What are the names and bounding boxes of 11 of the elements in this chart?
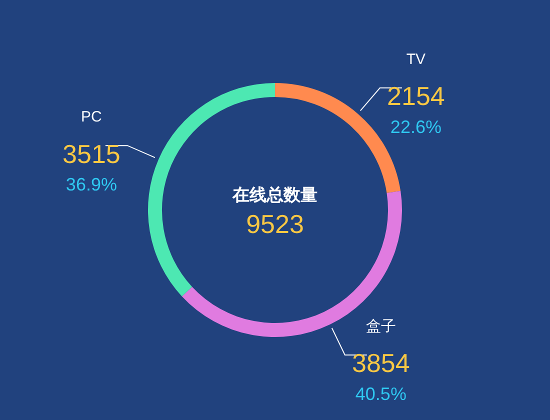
text: 3854 [352,348,410,378]
data-label: 22.6% [390,116,442,137]
slice-label: 盒子 [366,318,396,336]
data-label: 36.9% [66,174,117,195]
text: 在线总数量 [232,186,318,205]
slice-label: PC [81,108,102,126]
slice-label: TV [406,51,426,68]
text: 2154 [387,81,445,112]
data-label: 40.5% [355,384,406,404]
text: 9523 [246,209,304,240]
text: 3515 [62,138,120,169]
